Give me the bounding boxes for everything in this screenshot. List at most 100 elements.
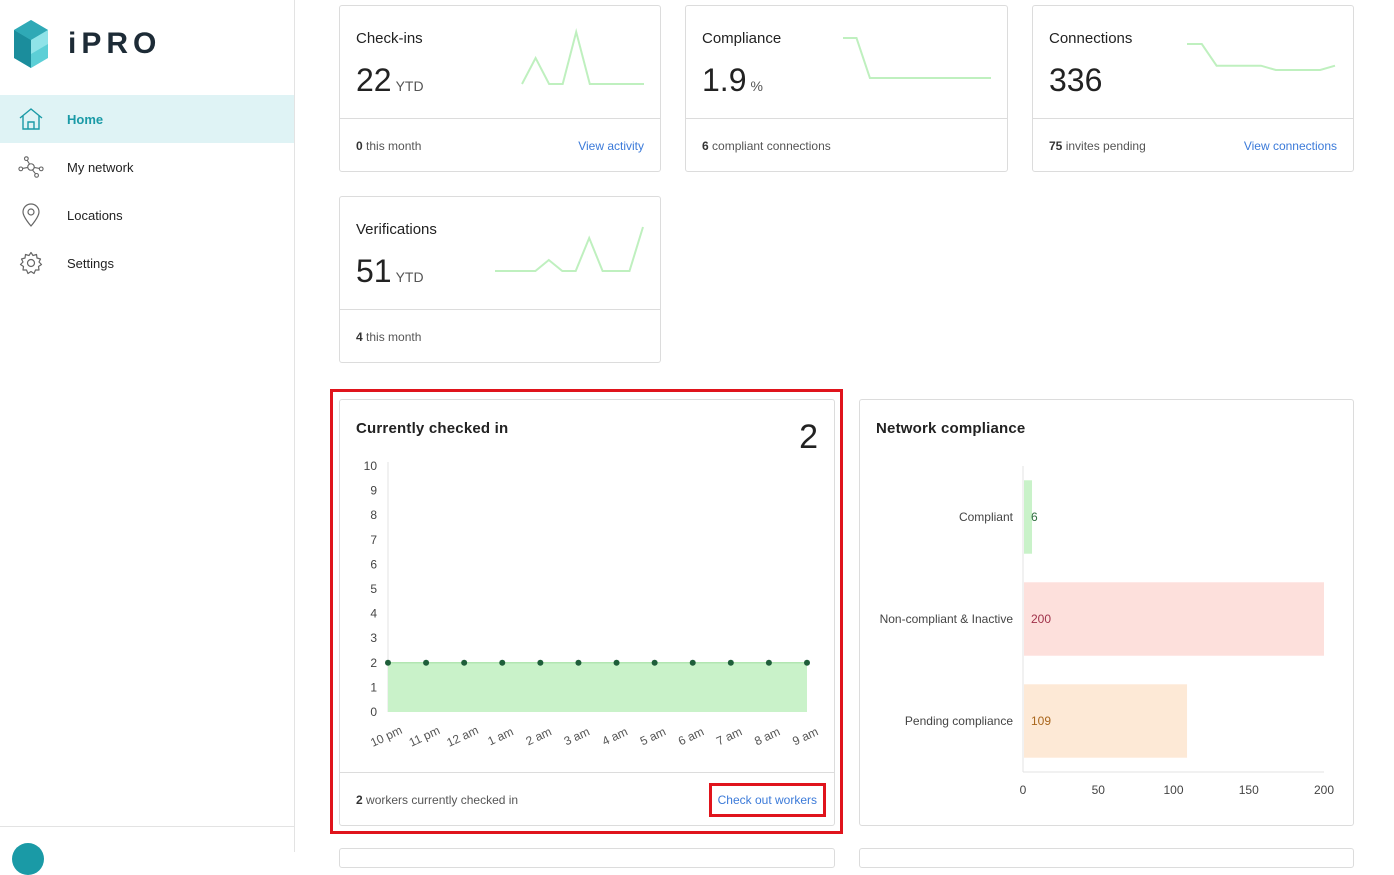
data-point[interactable]	[765, 659, 772, 666]
card-title: Connections	[1049, 30, 1133, 47]
data-point[interactable]	[689, 659, 696, 666]
category-label: Compliant	[959, 510, 1014, 524]
y-tick-label: 0	[370, 705, 377, 719]
card-title: Check-ins	[356, 30, 423, 47]
data-point[interactable]	[499, 659, 506, 666]
data-point[interactable]	[804, 659, 810, 666]
data-point[interactable]	[423, 659, 430, 666]
data-point[interactable]	[727, 659, 734, 666]
card-footer: 4 this month	[340, 309, 660, 362]
network-compliance-panel: Network compliance Compliant 6 Non-complia…	[859, 399, 1354, 826]
panel-title: Network compliance	[876, 420, 1026, 437]
x-tick-label: 0	[1020, 783, 1027, 797]
sidebar-item-settings[interactable]: Settings	[0, 239, 294, 287]
connections-card: Connections 336 75 invites pending View …	[1032, 5, 1354, 172]
sidebar-footer	[0, 826, 294, 875]
sidebar-item-my-network[interactable]: My network	[0, 143, 294, 191]
panel-footer: 2 workers currently checked in Check out…	[340, 772, 834, 825]
avatar[interactable]	[12, 843, 44, 875]
data-point[interactable]	[537, 659, 544, 666]
y-tick-label: 6	[370, 557, 377, 571]
x-tick-label: 1 am	[486, 724, 516, 748]
sidebar: iPRO Home My network Locations Settings	[0, 0, 295, 875]
verifications-sparkline	[495, 226, 644, 272]
bar[interactable]	[1024, 582, 1324, 656]
x-tick-label: 2 am	[524, 724, 554, 748]
x-tick-label: 200	[1314, 783, 1334, 797]
y-tick-label: 9	[370, 484, 377, 498]
x-tick-label: 150	[1239, 783, 1259, 797]
x-tick-label: 7 am	[714, 724, 744, 748]
panel-title: Currently checked in	[356, 420, 509, 437]
connections-sparkline	[1187, 43, 1336, 71]
data-point[interactable]	[461, 659, 468, 666]
card-value: 1.9%	[702, 62, 763, 98]
sidebar-item-label: My network	[67, 159, 134, 175]
card-title: Compliance	[702, 30, 782, 47]
card-unit: YTD	[395, 269, 424, 285]
data-point[interactable]	[613, 659, 620, 666]
checkins-card: Check-ins 22 YTD 0 this month View activi…	[339, 5, 661, 172]
card-footer-text: 6 compliant connections	[702, 139, 831, 153]
next-panel-right	[859, 848, 1354, 868]
ipro-logo-icon	[14, 20, 48, 68]
check-out-workers-button[interactable]: Check out workers	[708, 783, 826, 817]
sidebar-item-locations[interactable]: Locations	[0, 191, 294, 239]
card-footer-text: 75 invites pending	[1049, 139, 1146, 153]
area-fill	[388, 662, 807, 712]
view-activity-link[interactable]: View activity	[578, 139, 644, 153]
bar[interactable]	[1024, 480, 1033, 554]
panel-footer-text: 2 workers currently checked in	[356, 793, 519, 807]
x-tick-label: 12 am	[444, 723, 480, 750]
currently-checked-in-panel: Currently checked in 2 0 1 2 3 4 5 6 7 8 9 10 10 pm…	[339, 399, 835, 826]
gear-icon	[18, 250, 44, 276]
x-tick-label: 4 am	[600, 724, 630, 748]
y-tick-label: 4	[370, 607, 377, 621]
x-tick-label: 6 am	[676, 724, 706, 748]
x-tick-label: 3 am	[562, 724, 592, 748]
compliance-card: Compliance 1.9% 6 compliant connections	[685, 5, 1008, 172]
y-tick-label: 10	[364, 459, 378, 473]
card-footer-text: 4 this month	[356, 330, 422, 344]
sidebar-item-label: Home	[67, 111, 104, 127]
card-value: 336	[1049, 62, 1103, 98]
view-connections-link[interactable]: View connections	[1243, 139, 1337, 153]
card-value: 51 YTD	[356, 253, 424, 289]
x-tick-label: 9 am	[790, 724, 820, 748]
category-label: Pending compliance	[905, 714, 1013, 728]
data-point[interactable]	[385, 659, 391, 666]
y-tick-label: 1	[370, 680, 377, 694]
card-value: 22 YTD	[356, 62, 424, 98]
sparkline-path	[495, 226, 644, 272]
network-icon	[18, 154, 44, 180]
data-point[interactable]	[651, 659, 658, 666]
card-footer: 6 compliant connections	[686, 118, 1007, 171]
checked-in-count: 2	[799, 418, 818, 456]
card-footer: 0 this month View activity	[340, 118, 660, 171]
y-tick-label: 8	[370, 508, 377, 522]
sidebar-item-label: Settings	[67, 255, 114, 271]
bar[interactable]	[1024, 684, 1188, 758]
sidebar-item-home[interactable]: Home	[0, 95, 294, 143]
sidebar-item-label: Locations	[67, 207, 123, 223]
sidebar-nav: Home My network Locations Settings	[0, 95, 294, 287]
sparkline-path	[1187, 43, 1336, 71]
card-unit: YTD	[395, 78, 424, 94]
checked-in-chart: 0 1 2 3 4 5 6 7 8 9 10 10 pm 11 pm 12 am 1 am 2 am 3 am 4…	[364, 459, 821, 750]
y-tick-label: 5	[370, 582, 377, 596]
bar-value-label: 200	[1031, 612, 1051, 626]
logo[interactable]: iPRO	[14, 20, 161, 68]
x-tick-label: 8 am	[752, 724, 782, 748]
card-footer-text: 0 this month	[356, 139, 422, 153]
x-tick-label: 11 pm	[407, 723, 442, 749]
x-tick-label: 10 pm	[368, 723, 404, 750]
card-unit: %	[750, 78, 763, 94]
y-tick-label: 2	[370, 656, 377, 670]
card-footer: 75 invites pending View connections	[1033, 118, 1353, 171]
data-point[interactable]	[575, 659, 582, 666]
x-tick-label: 5 am	[638, 724, 668, 748]
card-title: Verifications	[356, 221, 437, 238]
checkins-sparkline	[521, 28, 644, 85]
location-pin-icon	[18, 202, 44, 228]
network-compliance-chart: Compliant 6 Non-compliant & Inactive 200 Pen…	[880, 466, 1334, 797]
